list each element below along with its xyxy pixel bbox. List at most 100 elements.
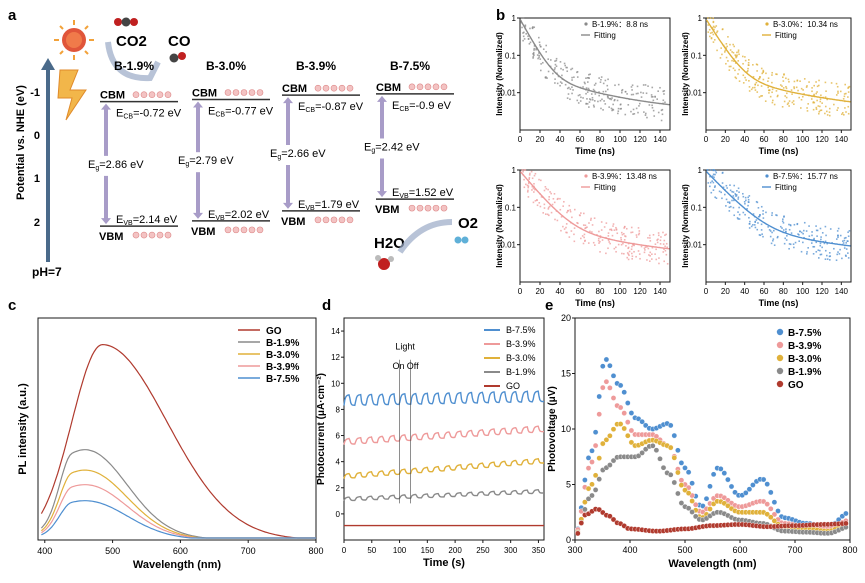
electron-dot [314,84,322,92]
data-point [529,172,531,175]
data-point [743,201,746,203]
data-point [615,246,617,249]
data-point [663,239,666,242]
up-arrow-head [193,101,203,108]
data-point [712,181,715,184]
hole-dot [224,226,232,234]
data-point [566,97,569,99]
data-point [560,67,562,70]
data-point [591,224,594,226]
data-point [610,98,613,101]
data-point [649,237,651,239]
data-point [548,198,550,201]
data-point [594,82,597,85]
data-point [521,169,524,171]
data-point [555,59,558,62]
data-point [815,108,818,110]
data-point [573,240,576,243]
on-label: On [393,361,405,371]
data-point [617,110,620,112]
data-point [602,90,605,93]
data-point [548,196,551,198]
data-point [605,252,607,255]
data-point [562,205,564,207]
material-label: B-3.0% [206,59,246,73]
co-label: CO [168,33,191,50]
trpl-chart-b-7-5: 0 20 40 60 80 100 120 140 1 0.1 0.01 Time (ns) Inten… [681,166,852,308]
data-point [560,229,562,232]
data-point [559,197,561,200]
co-molecule-icon [169,52,186,63]
ecb-label: ECB=-0.72 eV [116,108,182,121]
data-point [527,35,529,38]
data-point [737,211,739,213]
data-point [743,490,749,496]
data-point [603,436,610,443]
data-point [777,94,779,97]
data-point [637,227,640,229]
data-point [726,187,728,189]
data-point [596,455,603,461]
data-point [756,63,759,66]
data-point [718,190,721,193]
lightning-icon [57,69,87,121]
data-point [522,32,524,34]
data-point [605,222,608,224]
hole-dot [132,231,140,239]
data-point [760,223,763,226]
data-point [754,83,756,86]
potential-tick: -1 [30,87,40,99]
electron-dot [330,84,338,92]
data-point [664,249,667,252]
data-point [656,239,658,241]
data-point [544,213,547,215]
data-point [747,196,749,199]
data-point [842,240,844,242]
electron-dot [240,89,248,96]
data-point [845,111,847,113]
data-point [623,225,626,228]
data-point [826,254,828,257]
data-point [729,49,732,51]
data-point [593,100,596,102]
x-tick-label: 350 [532,546,546,555]
data-point [783,100,786,103]
data-point [603,356,610,363]
data-point [760,229,763,231]
data-point [607,247,609,250]
data-point [847,257,850,259]
x-tick-label: 140 [835,135,849,144]
data-point [752,213,755,215]
data-point [599,236,602,239]
data-point [652,109,655,112]
y-tick-label: 2 [336,484,341,493]
data-point [757,84,759,87]
data-point [617,382,624,389]
data-point [716,30,719,32]
legend-label: B-3.9%：13.48 ns [592,172,657,181]
data-point [752,63,754,66]
data-point [637,233,640,236]
data-point [800,250,803,253]
hole-dot [248,226,256,234]
data-point [728,206,731,209]
data-point [823,242,826,245]
data-point [737,187,740,190]
data-point [685,490,692,496]
x-axis-label: Time (ns) [759,146,799,156]
legend-label: B-3.0% [266,350,299,361]
data-point [615,226,617,229]
data-point [655,248,657,251]
data-point [724,49,727,52]
legend-label: GO [788,380,804,391]
data-point [738,213,741,216]
data-point [587,242,590,244]
data-point [725,205,727,207]
data-point [754,220,756,223]
data-point [540,63,542,65]
data-point [750,88,753,91]
data-point [554,63,557,66]
data-point [536,199,538,201]
data-point [781,220,784,223]
data-point [771,88,774,91]
